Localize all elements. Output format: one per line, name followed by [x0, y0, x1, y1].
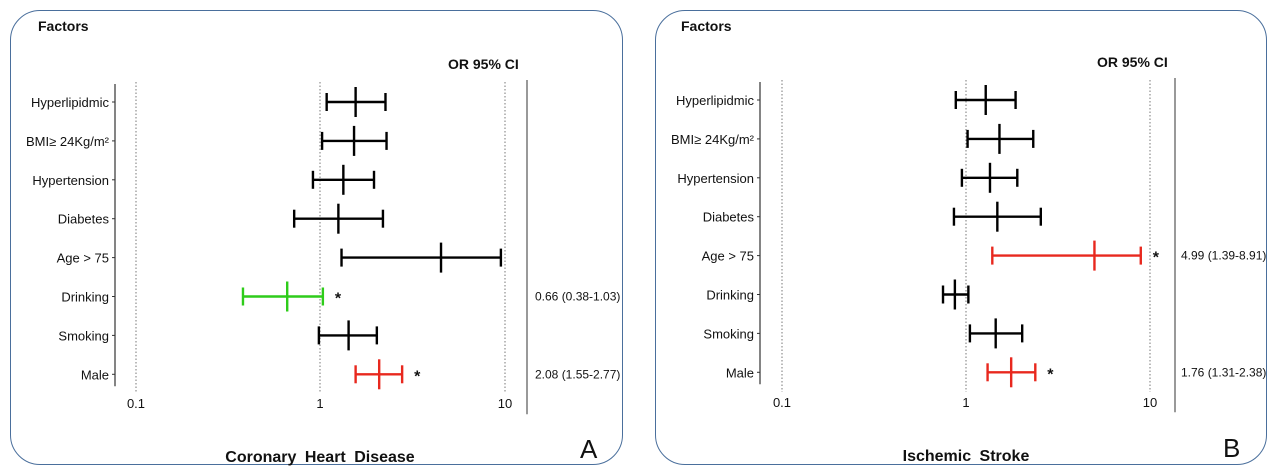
- row-label: Hypertension: [677, 171, 754, 186]
- significance-star: *: [335, 291, 342, 308]
- x-axis-title: Coronary Heart Disease: [225, 449, 415, 466]
- row-label: BMI≥ 24Kg/m²: [671, 132, 755, 147]
- or-ci-value: 1.76 (1.31-2.38): [1181, 365, 1266, 379]
- or-ci-value: 2.08 (1.55-2.77): [535, 367, 620, 381]
- row-label: Hypertension: [32, 173, 109, 188]
- x-tick-label: 10: [1143, 395, 1157, 410]
- panel-a: [10, 10, 623, 465]
- x-tick-label: 0.1: [773, 395, 791, 410]
- panel-letter: A: [580, 434, 598, 464]
- row-label: Hyperlipidmic: [676, 93, 755, 108]
- row-label: Diabetes: [58, 212, 110, 227]
- row-label: Drinking: [706, 288, 754, 303]
- row-label: Diabetes: [703, 210, 755, 225]
- x-tick-label: 1: [316, 396, 323, 411]
- x-axis-title: Ischemic Stroke: [903, 448, 1030, 465]
- or-ci-value: 4.99 (1.39-8.91): [1181, 249, 1266, 263]
- significance-star: *: [1153, 250, 1160, 267]
- row-label: Age > 75: [57, 251, 109, 266]
- factors-label: Factors: [38, 18, 89, 34]
- x-tick-label: 10: [498, 396, 512, 411]
- or-ci-header: OR 95% CI: [1097, 54, 1168, 70]
- row-label: BMI≥ 24Kg/m²: [26, 134, 110, 149]
- panel-letter: B: [1223, 433, 1240, 463]
- row-label: Smoking: [703, 326, 754, 341]
- row-label: Drinking: [61, 290, 109, 305]
- row-label: Hyperlipidmic: [31, 95, 110, 110]
- panel-b: [655, 10, 1267, 465]
- row-label: Male: [726, 365, 754, 380]
- or-ci-value: 0.66 (0.38-1.03): [535, 290, 620, 304]
- row-label: Male: [81, 367, 109, 382]
- significance-star: *: [1047, 366, 1054, 383]
- factors-label: Factors: [681, 18, 732, 34]
- significance-star: *: [414, 368, 421, 385]
- x-tick-label: 1: [962, 395, 969, 410]
- row-label: Age > 75: [702, 249, 754, 264]
- x-tick-label: 0.1: [127, 396, 145, 411]
- row-label: Smoking: [58, 328, 109, 343]
- or-ci-header: OR 95% CI: [448, 56, 519, 72]
